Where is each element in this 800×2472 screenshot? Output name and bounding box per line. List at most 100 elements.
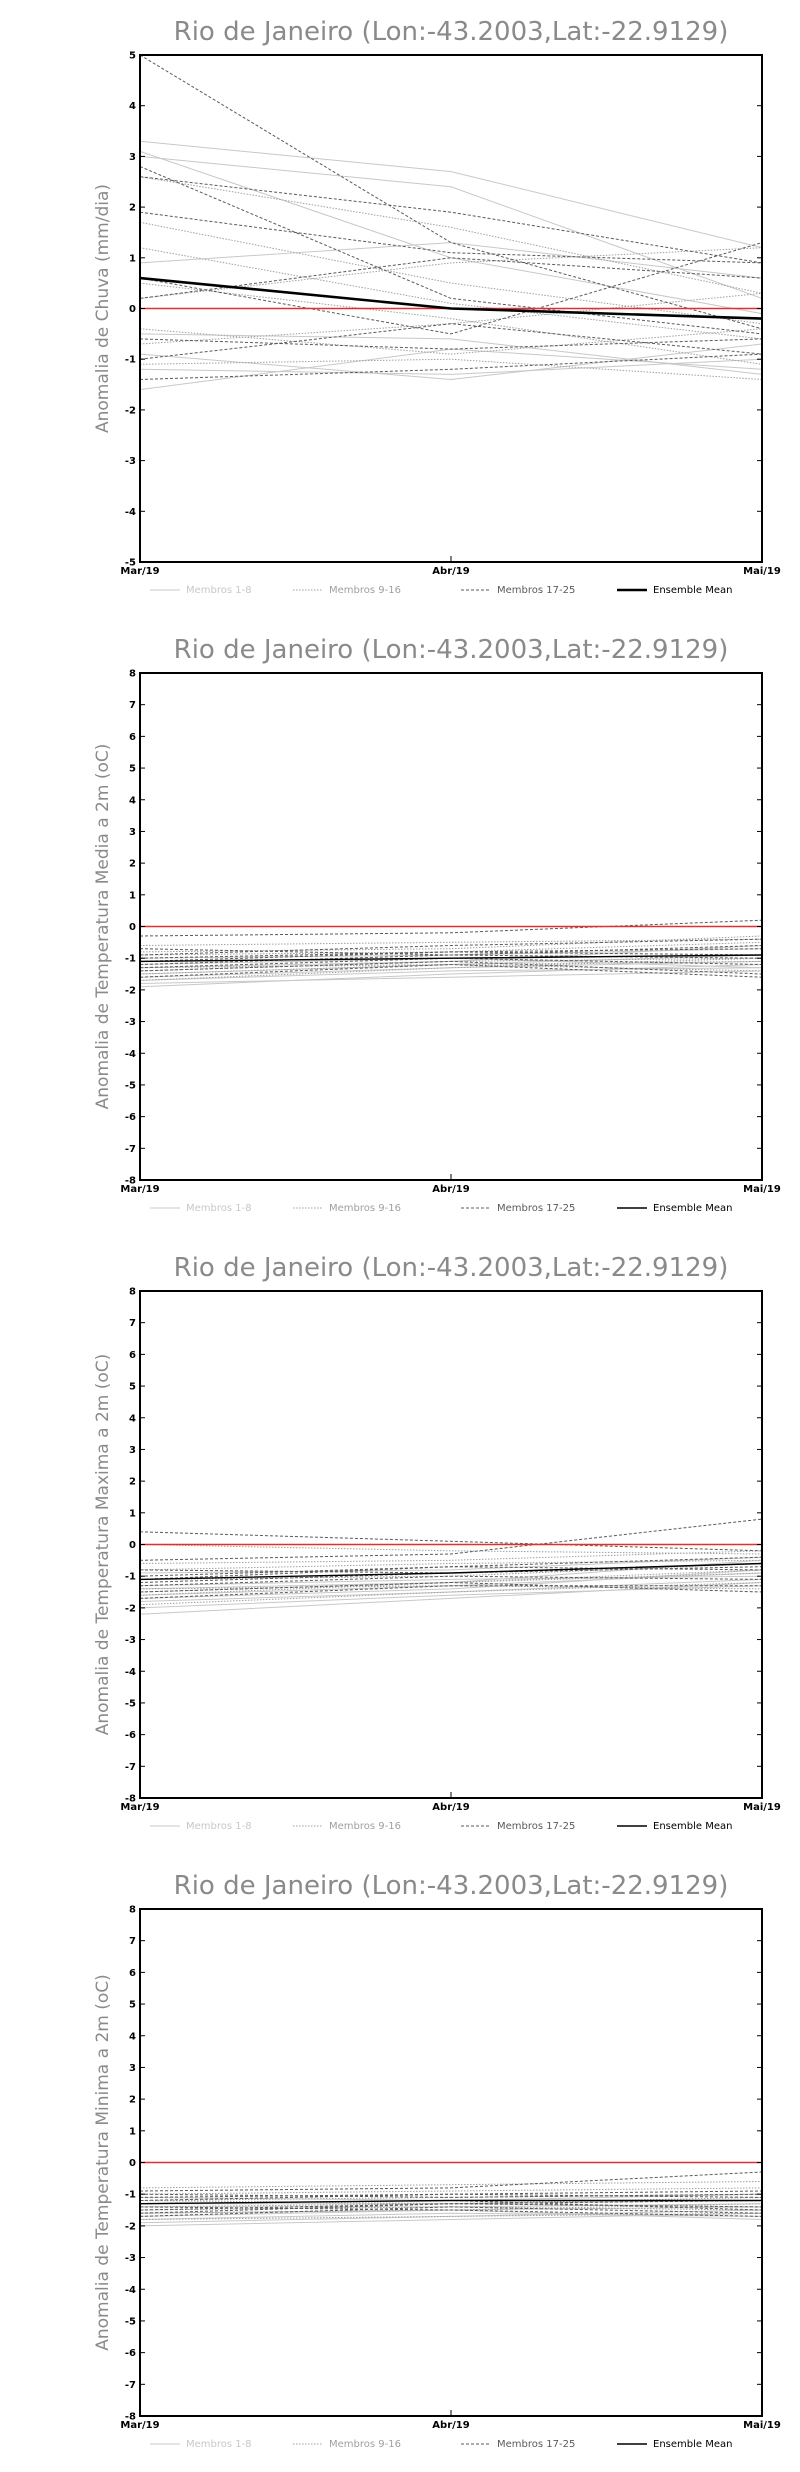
series-line-member-4 <box>140 1559 762 1590</box>
y-tick-label: -2 <box>125 2221 136 2232</box>
x-tick-label: Mai/19 <box>743 566 781 577</box>
y-tick-label: -6 <box>125 1730 136 1741</box>
legend-label: Membros 17-25 <box>497 1203 575 1214</box>
y-tick-label: -1 <box>125 1572 136 1583</box>
series-line-member-22 <box>140 166 762 335</box>
y-axis-label: Anomalia de Temperatura Media a 2m (oC) <box>93 744 113 1110</box>
series-line-member-17 <box>140 919 762 937</box>
series-line-member-7 <box>140 960 762 978</box>
series-line-member-5 <box>140 242 762 279</box>
y-tick-label: 3 <box>129 152 136 163</box>
y-tick-label: -7 <box>125 1762 136 1773</box>
legend-label: Membros 17-25 <box>497 1821 575 1832</box>
legend-label: Ensemble Mean <box>653 585 732 596</box>
y-tick-label: 2 <box>129 1477 136 1488</box>
series-line-member-3 <box>140 967 762 981</box>
series-line-member-19 <box>140 353 762 380</box>
series-group <box>140 2161 762 2227</box>
y-tick-label: 4 <box>129 2031 136 2042</box>
series-line-member-8 <box>140 155 762 299</box>
y-tick-label: 5 <box>129 2000 136 2011</box>
chart-svg: Rio de Janeiro (Lon:-43.2003,Lat:-22.912… <box>93 1253 781 1832</box>
y-tick-label: -1 <box>125 954 136 965</box>
series-line-member-1 <box>140 1582 762 1615</box>
series-group <box>140 919 762 988</box>
series-line-member-24 <box>140 951 762 962</box>
series-line-member-3 <box>140 1578 762 1602</box>
series-line-ensemble-mean <box>140 2199 762 2205</box>
x-tick-label: Mai/19 <box>743 1184 781 1195</box>
series-line-member-3 <box>140 2212 762 2220</box>
y-tick-label: -5 <box>125 2316 136 2327</box>
series-line-member-22 <box>140 1585 762 1599</box>
y-tick-label: -8 <box>125 1794 136 1805</box>
series-line-member-9 <box>140 2187 762 2195</box>
series-line-member-7 <box>140 343 762 381</box>
series-line-member-21 <box>140 938 762 956</box>
series-line-member-11 <box>140 1559 762 1571</box>
series-line-member-5 <box>140 970 762 984</box>
y-tick-label: 3 <box>129 1445 136 1456</box>
series-line-member-25 <box>140 1575 762 1587</box>
legend-label: Ensemble Mean <box>653 1821 732 1832</box>
series-line-member-18 <box>140 176 762 264</box>
legend-label: Membros 1-8 <box>186 2439 252 2450</box>
y-tick-label: 6 <box>129 732 136 743</box>
series-line-member-21 <box>140 211 762 264</box>
y-tick-label: -6 <box>125 2348 136 2359</box>
y-axis-label: Anomalia de Temperatura Minima a 2m (oC) <box>93 1974 113 2351</box>
series-group <box>140 55 762 391</box>
series-line-member-12 <box>140 176 762 294</box>
series-line-member-20 <box>140 1581 762 1593</box>
legend-label: Ensemble Mean <box>653 2439 732 2450</box>
x-tick-label: Mar/19 <box>120 2420 159 2431</box>
y-tick-label: 8 <box>129 1287 136 1298</box>
y-tick-label: 4 <box>129 101 136 112</box>
series-line-member-15 <box>140 935 762 953</box>
y-tick-label: 0 <box>129 922 136 933</box>
series-line-member-5 <box>140 2209 762 2224</box>
series-line-member-2 <box>140 150 762 315</box>
series-line-member-14 <box>140 247 762 299</box>
y-tick-label: 1 <box>129 253 136 264</box>
series-line-member-1 <box>140 964 762 988</box>
series-line-member-16 <box>140 247 762 340</box>
y-tick-label: -7 <box>125 2380 136 2391</box>
chart-svg: Rio de Janeiro (Lon:-43.2003,Lat:-22.912… <box>93 17 781 596</box>
y-tick-label: 5 <box>129 51 136 62</box>
y-tick-label: 2 <box>129 2095 136 2106</box>
series-line-member-13 <box>140 2181 762 2189</box>
y-tick-label: -2 <box>125 405 136 416</box>
legend-label: Membros 9-16 <box>329 2439 401 2450</box>
x-tick-label: Abr/19 <box>432 1802 469 1813</box>
y-tick-label: -2 <box>125 1603 136 1614</box>
series-line-member-9 <box>140 1544 762 1555</box>
series-line-member-17 <box>140 2171 762 2192</box>
series-line-member-24 <box>140 1566 762 1580</box>
series-line-member-22 <box>140 963 762 978</box>
chart-panel-1: Rio de Janeiro (Lon:-43.2003,Lat:-22.912… <box>0 0 800 618</box>
chart-panel-2: Rio de Janeiro (Lon:-43.2003,Lat:-22.912… <box>0 618 800 1236</box>
y-tick-label: -7 <box>125 1144 136 1155</box>
series-line-member-17 <box>140 1531 762 1552</box>
series-group <box>140 1518 762 1615</box>
y-tick-label: 7 <box>129 1936 136 1947</box>
y-tick-label: -8 <box>125 2412 136 2423</box>
y-tick-label: 2 <box>129 203 136 214</box>
y-tick-label: 4 <box>129 1413 136 1424</box>
y-tick-label: -4 <box>125 2285 136 2296</box>
x-tick-label: Mai/19 <box>743 2420 781 2431</box>
y-tick-label: 0 <box>129 1540 136 1551</box>
y-tick-label: 6 <box>129 1968 136 1979</box>
x-tick-label: Abr/19 <box>432 566 469 577</box>
y-axis-label: Anomalia de Temperatura Maxima a 2m (oC) <box>93 1354 113 1736</box>
y-tick-label: 7 <box>129 1318 136 1329</box>
x-tick-label: Mai/19 <box>743 1802 781 1813</box>
y-tick-label: 4 <box>129 795 136 806</box>
series-line-member-22 <box>140 2206 762 2217</box>
series-line-member-20 <box>140 242 762 335</box>
series-line-member-17 <box>140 55 762 330</box>
legend-label: Membros 17-25 <box>497 2439 575 2450</box>
series-line-member-5 <box>140 1585 762 1609</box>
